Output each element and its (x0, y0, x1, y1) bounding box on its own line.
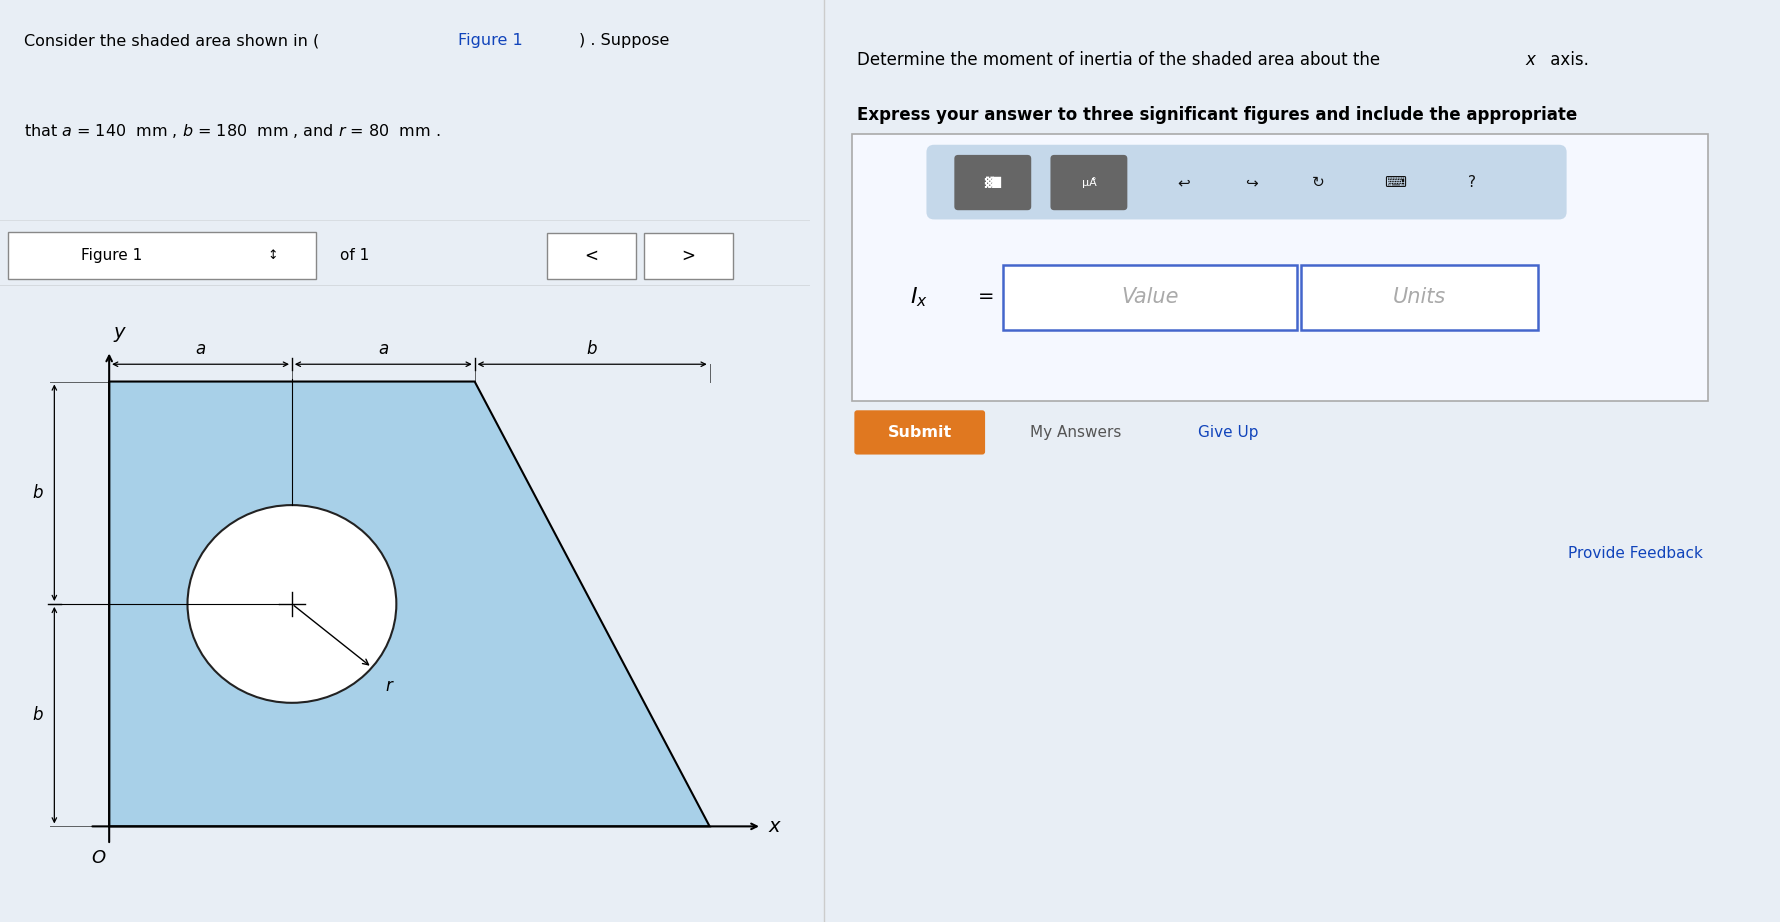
Circle shape (187, 505, 397, 703)
FancyBboxPatch shape (926, 145, 1566, 219)
Text: x: x (769, 817, 780, 836)
Text: x: x (1525, 51, 1534, 69)
Text: Submit: Submit (888, 425, 952, 440)
FancyBboxPatch shape (1004, 265, 1298, 330)
Text: Determine the moment of inertia of the shaded area about the: Determine the moment of inertia of the s… (858, 51, 1385, 69)
Text: y: y (114, 323, 125, 342)
Text: $b$: $b$ (32, 706, 44, 724)
Text: Give Up: Give Up (1198, 425, 1258, 440)
Text: Figure 1: Figure 1 (82, 248, 142, 264)
Text: μÅ: μÅ (1082, 177, 1096, 188)
Text: ⌨: ⌨ (1385, 175, 1406, 190)
Text: ▓█: ▓█ (984, 177, 1002, 188)
Text: ↕: ↕ (267, 249, 278, 263)
FancyBboxPatch shape (1050, 155, 1127, 210)
Text: $b$: $b$ (586, 340, 598, 358)
FancyBboxPatch shape (546, 232, 635, 279)
Text: ↩: ↩ (1178, 175, 1191, 190)
Text: $I_x$: $I_x$ (910, 285, 927, 309)
Text: Figure 1: Figure 1 (457, 33, 522, 48)
Text: Units: Units (1394, 287, 1445, 307)
Text: ?: ? (1468, 175, 1476, 190)
Text: ↪: ↪ (1244, 175, 1258, 190)
Text: <: < (584, 247, 598, 265)
Text: O: O (91, 848, 105, 867)
FancyBboxPatch shape (9, 232, 315, 279)
Text: $a$: $a$ (377, 340, 388, 358)
Text: ) . Suppose: ) . Suppose (578, 33, 669, 48)
Text: ↻: ↻ (1312, 175, 1324, 190)
FancyBboxPatch shape (644, 232, 733, 279)
FancyBboxPatch shape (854, 410, 984, 455)
Text: that $a$ = 140  mm , $b$ = 180  mm , and $r$ = 80  mm .: that $a$ = 140 mm , $b$ = 180 mm , and $… (25, 122, 441, 140)
Text: >: > (682, 247, 696, 265)
FancyBboxPatch shape (954, 155, 1031, 210)
Text: Value: Value (1121, 287, 1178, 307)
Text: $a$: $a$ (196, 340, 206, 358)
Text: =: = (977, 288, 993, 306)
Text: of 1: of 1 (340, 248, 370, 264)
Text: Express your answer to three significant figures and include the appropriate: Express your answer to three significant… (858, 106, 1577, 124)
Text: $r$: $r$ (384, 678, 395, 695)
Text: Consider the shaded area shown in (: Consider the shaded area shown in ( (25, 33, 320, 48)
Polygon shape (109, 382, 710, 826)
Text: My Answers: My Answers (1031, 425, 1121, 440)
Text: Provide Feedback: Provide Feedback (1568, 546, 1703, 561)
FancyBboxPatch shape (853, 134, 1709, 401)
FancyBboxPatch shape (1301, 265, 1538, 330)
Text: $b$: $b$ (32, 484, 44, 502)
Text: axis.: axis. (1545, 51, 1588, 69)
